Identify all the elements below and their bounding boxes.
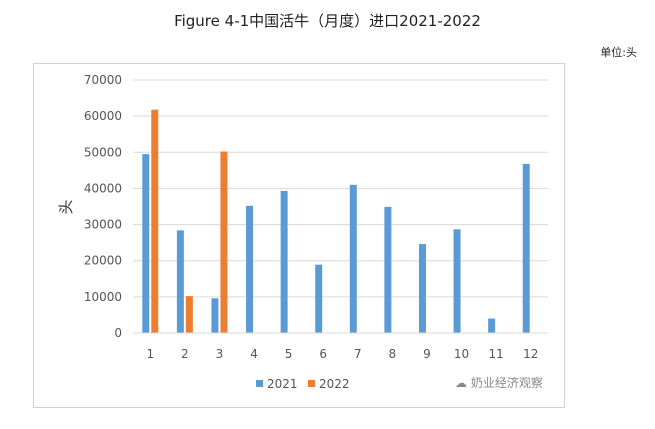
gridlines (133, 79, 548, 298)
legend: 2021 2022 (256, 377, 350, 391)
watermark-text: ☁︎ 奶业经济观察 (455, 374, 543, 391)
wechat-icon: ☁︎ (455, 376, 467, 390)
x-tick-label: 3 (216, 347, 224, 361)
x-tick-label: 12 (523, 347, 538, 361)
y-tick-label: 20000 (84, 254, 122, 268)
bar-2021-4 (246, 205, 254, 333)
x-tick-label: 6 (319, 347, 327, 361)
chart-frame (33, 63, 565, 408)
bar-2021-12 (522, 163, 530, 333)
y-tick-labels: 0 10000 20000 30000 40000 50000 60000 70000 (84, 73, 122, 340)
y-tick-label: 0 (114, 326, 122, 340)
legend-swatch-2021 (256, 380, 263, 387)
watermark-label: 奶业经济观察 (470, 376, 543, 390)
unit-label: 单位:头 (600, 46, 637, 59)
bar-2021-8 (384, 206, 392, 333)
y-tick-label: 50000 (84, 145, 122, 159)
y-tick-label: 60000 (84, 109, 122, 123)
legend-swatch-2022 (308, 380, 315, 387)
x-tick-labels: 1 2 3 4 5 6 7 8 9 10 11 12 (146, 347, 538, 361)
y-tick-label: 70000 (84, 73, 122, 87)
y-tick-label: 40000 (84, 181, 122, 195)
bar-2021-5 (280, 190, 288, 333)
x-tick-label: 2 (181, 347, 189, 361)
bar-2021-10 (453, 229, 461, 333)
x-tick-label: 9 (423, 347, 431, 361)
x-tick-label: 7 (354, 347, 362, 361)
bar-2021-2 (176, 230, 184, 333)
bar-2021-11 (488, 318, 496, 333)
bar-2021-3 (211, 298, 219, 333)
x-tick-label: 1 (146, 347, 154, 361)
bar-2022-3 (220, 151, 228, 333)
bars (142, 109, 530, 333)
bar-2021-1 (142, 154, 150, 333)
y-axis-label: 头 (57, 199, 75, 214)
legend-label-2022: 2022 (319, 377, 350, 391)
bar-2022-2 (185, 296, 193, 333)
x-tick-label: 10 (454, 347, 469, 361)
x-tick-label: 5 (285, 347, 293, 361)
chart-title: Figure 4-1中国活牛（月度）进口2021-2022 (174, 12, 481, 30)
x-tick-label: 8 (389, 347, 397, 361)
x-tick-label: 11 (488, 347, 503, 361)
bar-2021-7 (349, 184, 357, 333)
y-tick-label: 30000 (84, 218, 122, 232)
y-tick-label: 10000 (84, 290, 122, 304)
bar-2021-9 (418, 244, 426, 333)
legend-label-2021: 2021 (267, 377, 298, 391)
bar-2022-1 (151, 109, 159, 333)
x-tick-label: 4 (250, 347, 258, 361)
bar-2021-6 (315, 264, 323, 333)
